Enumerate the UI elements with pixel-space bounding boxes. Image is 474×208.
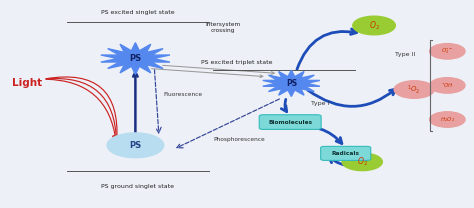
Polygon shape	[101, 43, 170, 74]
Text: Biomolecules: Biomolecules	[268, 120, 312, 125]
Text: $O_2$: $O_2$	[369, 19, 380, 32]
Text: PS: PS	[129, 141, 141, 150]
FancyBboxPatch shape	[259, 115, 321, 129]
Ellipse shape	[429, 78, 465, 93]
Text: $^{\bullet}OH$: $^{\bullet}OH$	[441, 81, 454, 89]
Text: $^1O_2$: $^1O_2$	[408, 83, 421, 96]
Ellipse shape	[353, 16, 395, 35]
FancyBboxPatch shape	[320, 146, 371, 160]
Text: Fluorescence: Fluorescence	[163, 92, 202, 97]
Ellipse shape	[342, 153, 383, 171]
Ellipse shape	[107, 133, 164, 158]
Text: PS excited singlet state: PS excited singlet state	[101, 10, 174, 15]
Text: $O_2$: $O_2$	[357, 156, 368, 168]
Text: Light: Light	[12, 78, 42, 88]
Text: PS: PS	[129, 54, 141, 63]
Text: Radicals: Radicals	[332, 151, 360, 156]
Text: $H_2O_2$: $H_2O_2$	[440, 115, 455, 124]
Text: PS excited triplet state: PS excited triplet state	[201, 60, 273, 65]
Text: Type II: Type II	[395, 52, 415, 57]
Polygon shape	[263, 70, 320, 97]
Text: Phosphorescence: Phosphorescence	[213, 137, 265, 142]
Ellipse shape	[429, 43, 465, 59]
Ellipse shape	[394, 81, 434, 98]
Text: $O_2^{\bullet-}$: $O_2^{\bullet-}$	[441, 46, 454, 56]
Text: Intersystem
crossing: Intersystem crossing	[205, 22, 240, 33]
Text: PS ground singlet state: PS ground singlet state	[101, 184, 174, 189]
Text: PS: PS	[286, 79, 297, 88]
Text: Type I: Type I	[310, 102, 329, 106]
Ellipse shape	[429, 112, 465, 127]
